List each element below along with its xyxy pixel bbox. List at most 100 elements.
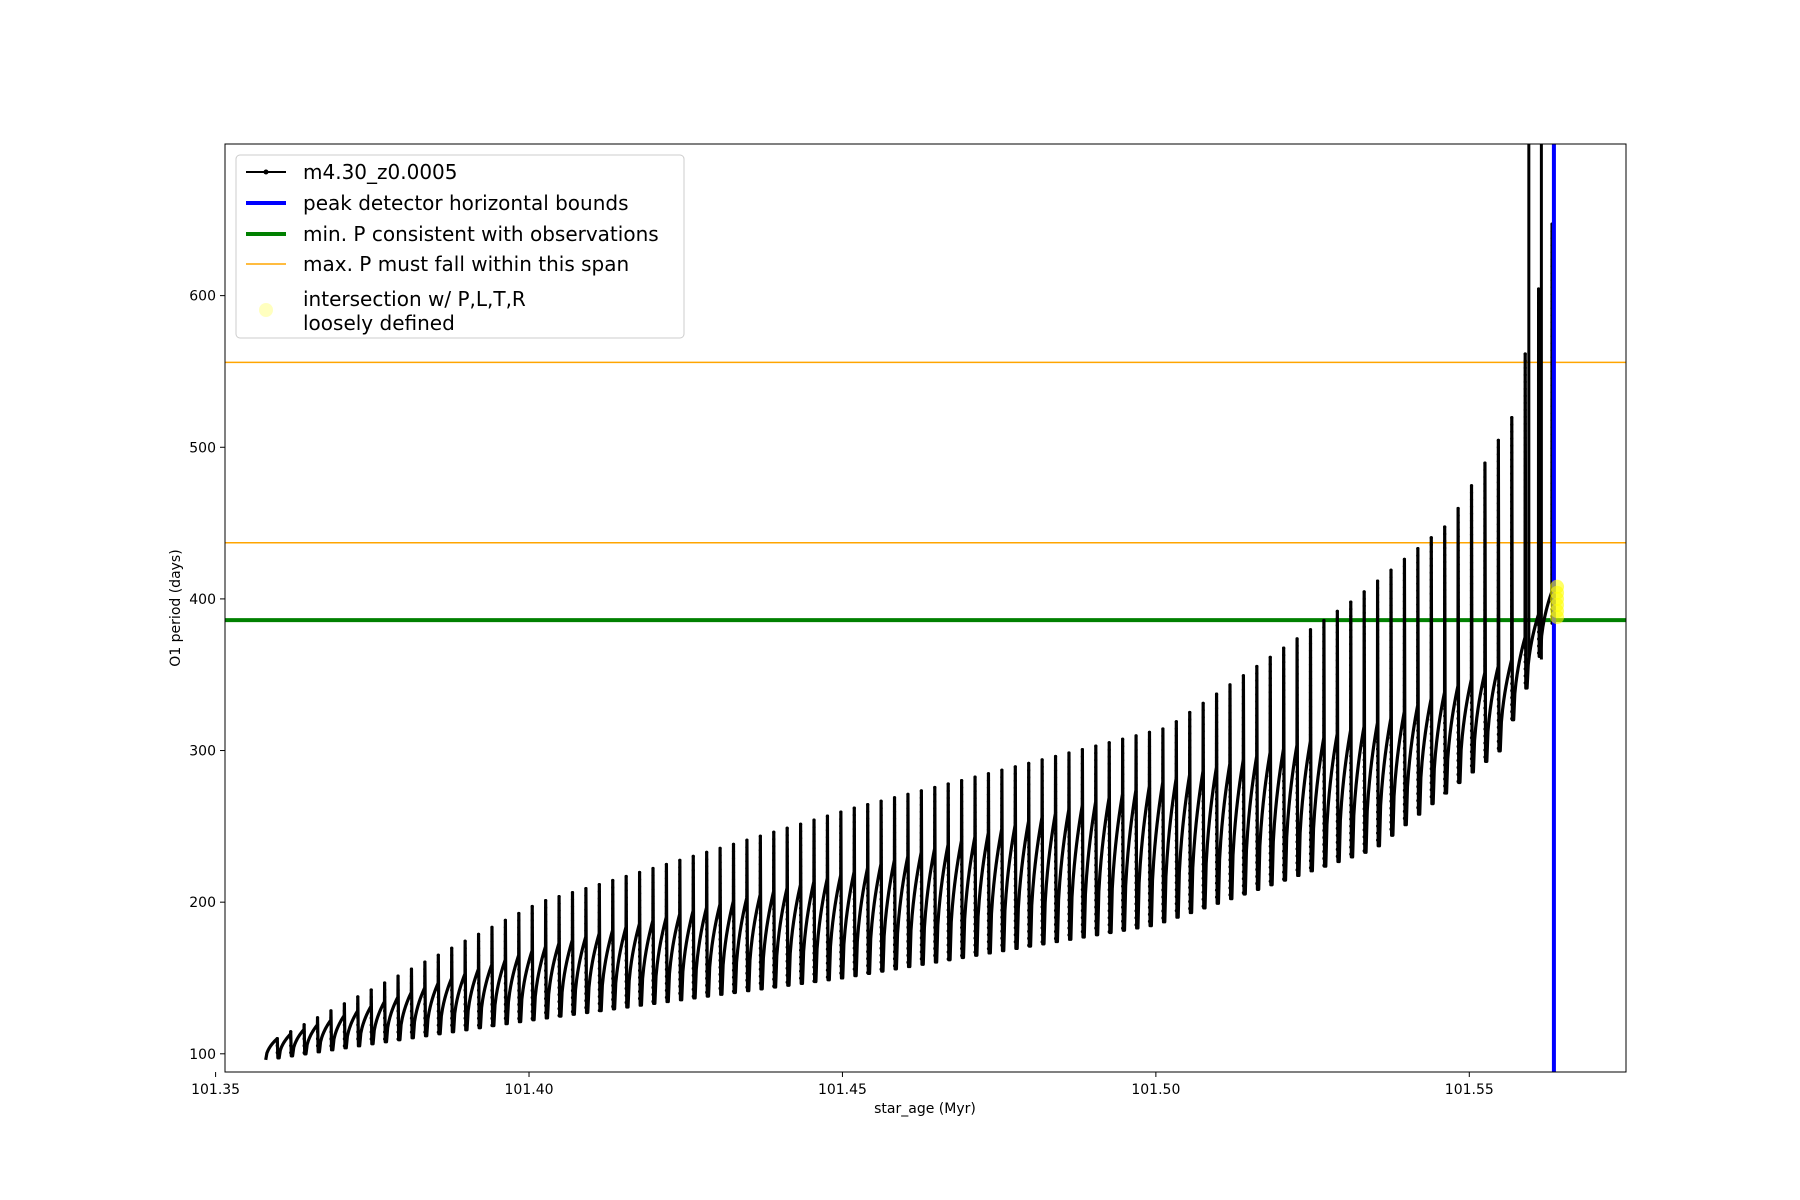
series-point (973, 824, 977, 828)
series-point (1537, 329, 1541, 333)
series-point (1040, 919, 1044, 923)
series-point (423, 981, 427, 985)
series-point (933, 918, 937, 923)
series-point (772, 942, 776, 946)
series-point (1510, 479, 1514, 483)
series-point (1228, 837, 1232, 841)
series-point (544, 983, 548, 987)
series-point (1537, 343, 1541, 347)
series-point (839, 810, 843, 814)
series-point (1080, 824, 1084, 829)
series-point (624, 986, 628, 991)
series-point (1094, 919, 1098, 923)
series-point (611, 899, 615, 904)
series-point (1375, 733, 1380, 737)
series-point (799, 927, 803, 931)
series-point (1402, 704, 1407, 709)
series-point (1483, 650, 1487, 654)
series-point (651, 957, 655, 962)
series-point (1537, 371, 1541, 375)
series-point (960, 806, 964, 811)
series-point (517, 946, 521, 951)
series-point (1094, 905, 1098, 909)
series-point (450, 1009, 454, 1013)
series-point (1496, 557, 1500, 561)
series-point (718, 916, 722, 920)
series-point (758, 960, 762, 964)
series-point (611, 997, 615, 1002)
series-point (1469, 652, 1474, 656)
series-point (1362, 653, 1366, 657)
series-point (1174, 860, 1178, 864)
series-point (960, 848, 964, 853)
series-point (1443, 581, 1447, 585)
series-point (933, 897, 937, 902)
series-point (1174, 797, 1178, 801)
series-point (1389, 603, 1393, 607)
series-point (1188, 752, 1192, 757)
series-point (436, 974, 440, 978)
series-point (691, 917, 695, 921)
series-point (1241, 863, 1246, 867)
series-point (731, 947, 736, 951)
series-point (1094, 814, 1098, 818)
series-point (1537, 518, 1541, 522)
series-point (919, 824, 923, 828)
series-point (329, 1016, 333, 1020)
series-point (611, 962, 615, 967)
series-point (1389, 617, 1393, 621)
series-point (758, 834, 762, 838)
series-point (1510, 703, 1514, 707)
series-point (1013, 926, 1017, 930)
series-point (1107, 923, 1111, 927)
series-point (1523, 520, 1527, 524)
series-point (1322, 863, 1326, 868)
series-point (1107, 825, 1111, 829)
series-point (1282, 877, 1286, 881)
series-point (1174, 818, 1178, 822)
series-point (1483, 468, 1487, 472)
series-point (1483, 475, 1487, 479)
series-point (1053, 761, 1058, 766)
series-point (1308, 698, 1313, 702)
series-point (1322, 709, 1326, 714)
series-point (825, 863, 830, 867)
series-point (1134, 811, 1138, 815)
series-point (1469, 491, 1474, 495)
series-point (1027, 929, 1031, 933)
series-point (1322, 667, 1326, 672)
series-point (1523, 394, 1527, 398)
series-point (1295, 763, 1299, 767)
series-point (678, 879, 682, 883)
series-point (1241, 786, 1246, 790)
series-point (772, 977, 776, 981)
series-point (960, 862, 964, 867)
series-point (745, 943, 749, 947)
series-point (1107, 804, 1111, 808)
series-point (1174, 832, 1178, 836)
series-point (986, 877, 991, 881)
series-point (1107, 846, 1111, 850)
series-point (1322, 842, 1326, 847)
series-point (866, 824, 870, 828)
series-point (1080, 817, 1084, 822)
series-point (1537, 413, 1541, 417)
series-point (1308, 859, 1313, 863)
series-point (1510, 444, 1514, 448)
series-point (1241, 723, 1246, 727)
series-point (1080, 775, 1084, 780)
series-point (1268, 697, 1272, 701)
series-point (879, 925, 883, 929)
series-point (409, 967, 414, 971)
series-point (799, 941, 803, 945)
series-point (611, 927, 615, 932)
series-point (973, 845, 977, 849)
series-point (1429, 676, 1433, 680)
series-point (1322, 737, 1326, 742)
series-point (356, 1030, 360, 1034)
series-point (409, 1030, 414, 1034)
series-point (517, 981, 521, 986)
series-point (557, 965, 561, 969)
series-point (1349, 831, 1353, 835)
series-point (1027, 810, 1031, 814)
